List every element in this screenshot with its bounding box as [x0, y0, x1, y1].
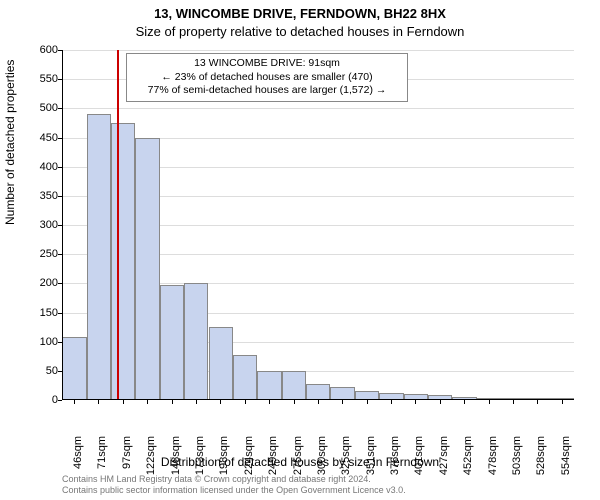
y-tick-mark [58, 313, 62, 314]
x-tick-mark [172, 400, 173, 404]
y-tick-label: 300 [18, 219, 58, 231]
y-tick-label: 550 [18, 73, 58, 85]
reference-line [117, 50, 119, 400]
y-tick-mark [58, 225, 62, 226]
y-tick-mark [58, 283, 62, 284]
y-tick-mark [58, 196, 62, 197]
x-tick-mark [318, 400, 319, 404]
y-tick-label: 500 [18, 102, 58, 114]
annotation-line-3: 77% of semi-detached houses are larger (… [133, 84, 401, 98]
y-tick-mark [58, 79, 62, 80]
y-tick-label: 350 [18, 190, 58, 202]
histogram-bar [184, 283, 208, 400]
histogram-bar [87, 114, 111, 400]
x-tick-mark [440, 400, 441, 404]
y-tick-label: 400 [18, 161, 58, 173]
histogram-bar [135, 138, 159, 401]
x-tick-mark [489, 400, 490, 404]
x-tick-mark [391, 400, 392, 404]
x-tick-mark [513, 400, 514, 404]
annotation-line-1: 13 WINCOMBE DRIVE: 91sqm [133, 57, 401, 71]
title-line-2: Size of property relative to detached ho… [0, 24, 600, 39]
footer-line-1: Contains HM Land Registry data © Crown c… [62, 474, 406, 485]
x-tick-mark [269, 400, 270, 404]
x-tick-mark [342, 400, 343, 404]
x-tick-mark [220, 400, 221, 404]
y-tick-label: 600 [18, 44, 58, 56]
y-tick-label: 150 [18, 307, 58, 319]
y-tick-mark [58, 371, 62, 372]
y-tick-label: 200 [18, 277, 58, 289]
plot-area: 13 WINCOMBE DRIVE: 91sqm← 23% of detache… [62, 50, 574, 400]
y-tick-mark [58, 400, 62, 401]
histogram-bar [233, 355, 257, 401]
annotation-box: 13 WINCOMBE DRIVE: 91sqm← 23% of detache… [126, 53, 408, 102]
x-tick-mark [98, 400, 99, 404]
x-tick-mark [196, 400, 197, 404]
x-tick-mark [464, 400, 465, 404]
y-tick-label: 50 [18, 365, 58, 377]
x-tick-mark [415, 400, 416, 404]
x-tick-mark [123, 400, 124, 404]
y-axis-label: Number of detached properties [3, 60, 17, 225]
histogram-bar [111, 123, 135, 400]
histogram-bar [257, 371, 281, 400]
x-tick-mark [367, 400, 368, 404]
histogram-bar [160, 285, 184, 401]
footer-line-2: Contains public sector information licen… [62, 485, 406, 496]
x-tick-mark [294, 400, 295, 404]
y-axis-line [62, 50, 63, 400]
x-tick-mark [562, 400, 563, 404]
y-tick-label: 250 [18, 248, 58, 260]
histogram-bar [209, 327, 233, 400]
x-tick-mark [147, 400, 148, 404]
y-tick-mark [58, 138, 62, 139]
histogram-bar [62, 337, 86, 400]
y-tick-mark [58, 254, 62, 255]
y-tick-label: 450 [18, 132, 58, 144]
footer-text: Contains HM Land Registry data © Crown c… [62, 474, 406, 496]
y-tick-label: 100 [18, 336, 58, 348]
annotation-line-2: ← 23% of detached houses are smaller (47… [133, 71, 401, 85]
y-tick-mark [58, 108, 62, 109]
y-tick-mark [58, 167, 62, 168]
x-tick-mark [74, 400, 75, 404]
y-tick-mark [58, 342, 62, 343]
title-line-1: 13, WINCOMBE DRIVE, FERNDOWN, BH22 8HX [0, 6, 600, 21]
histogram-bar [282, 371, 306, 400]
chart-frame: 13, WINCOMBE DRIVE, FERNDOWN, BH22 8HX S… [0, 0, 600, 500]
x-axis-label: Distribution of detached houses by size … [0, 455, 600, 469]
histogram-bar [306, 384, 330, 400]
y-tick-mark [58, 50, 62, 51]
grid-line [62, 50, 574, 51]
y-tick-label: 0 [18, 394, 58, 406]
x-tick-mark [537, 400, 538, 404]
grid-line [62, 108, 574, 109]
x-tick-mark [245, 400, 246, 404]
